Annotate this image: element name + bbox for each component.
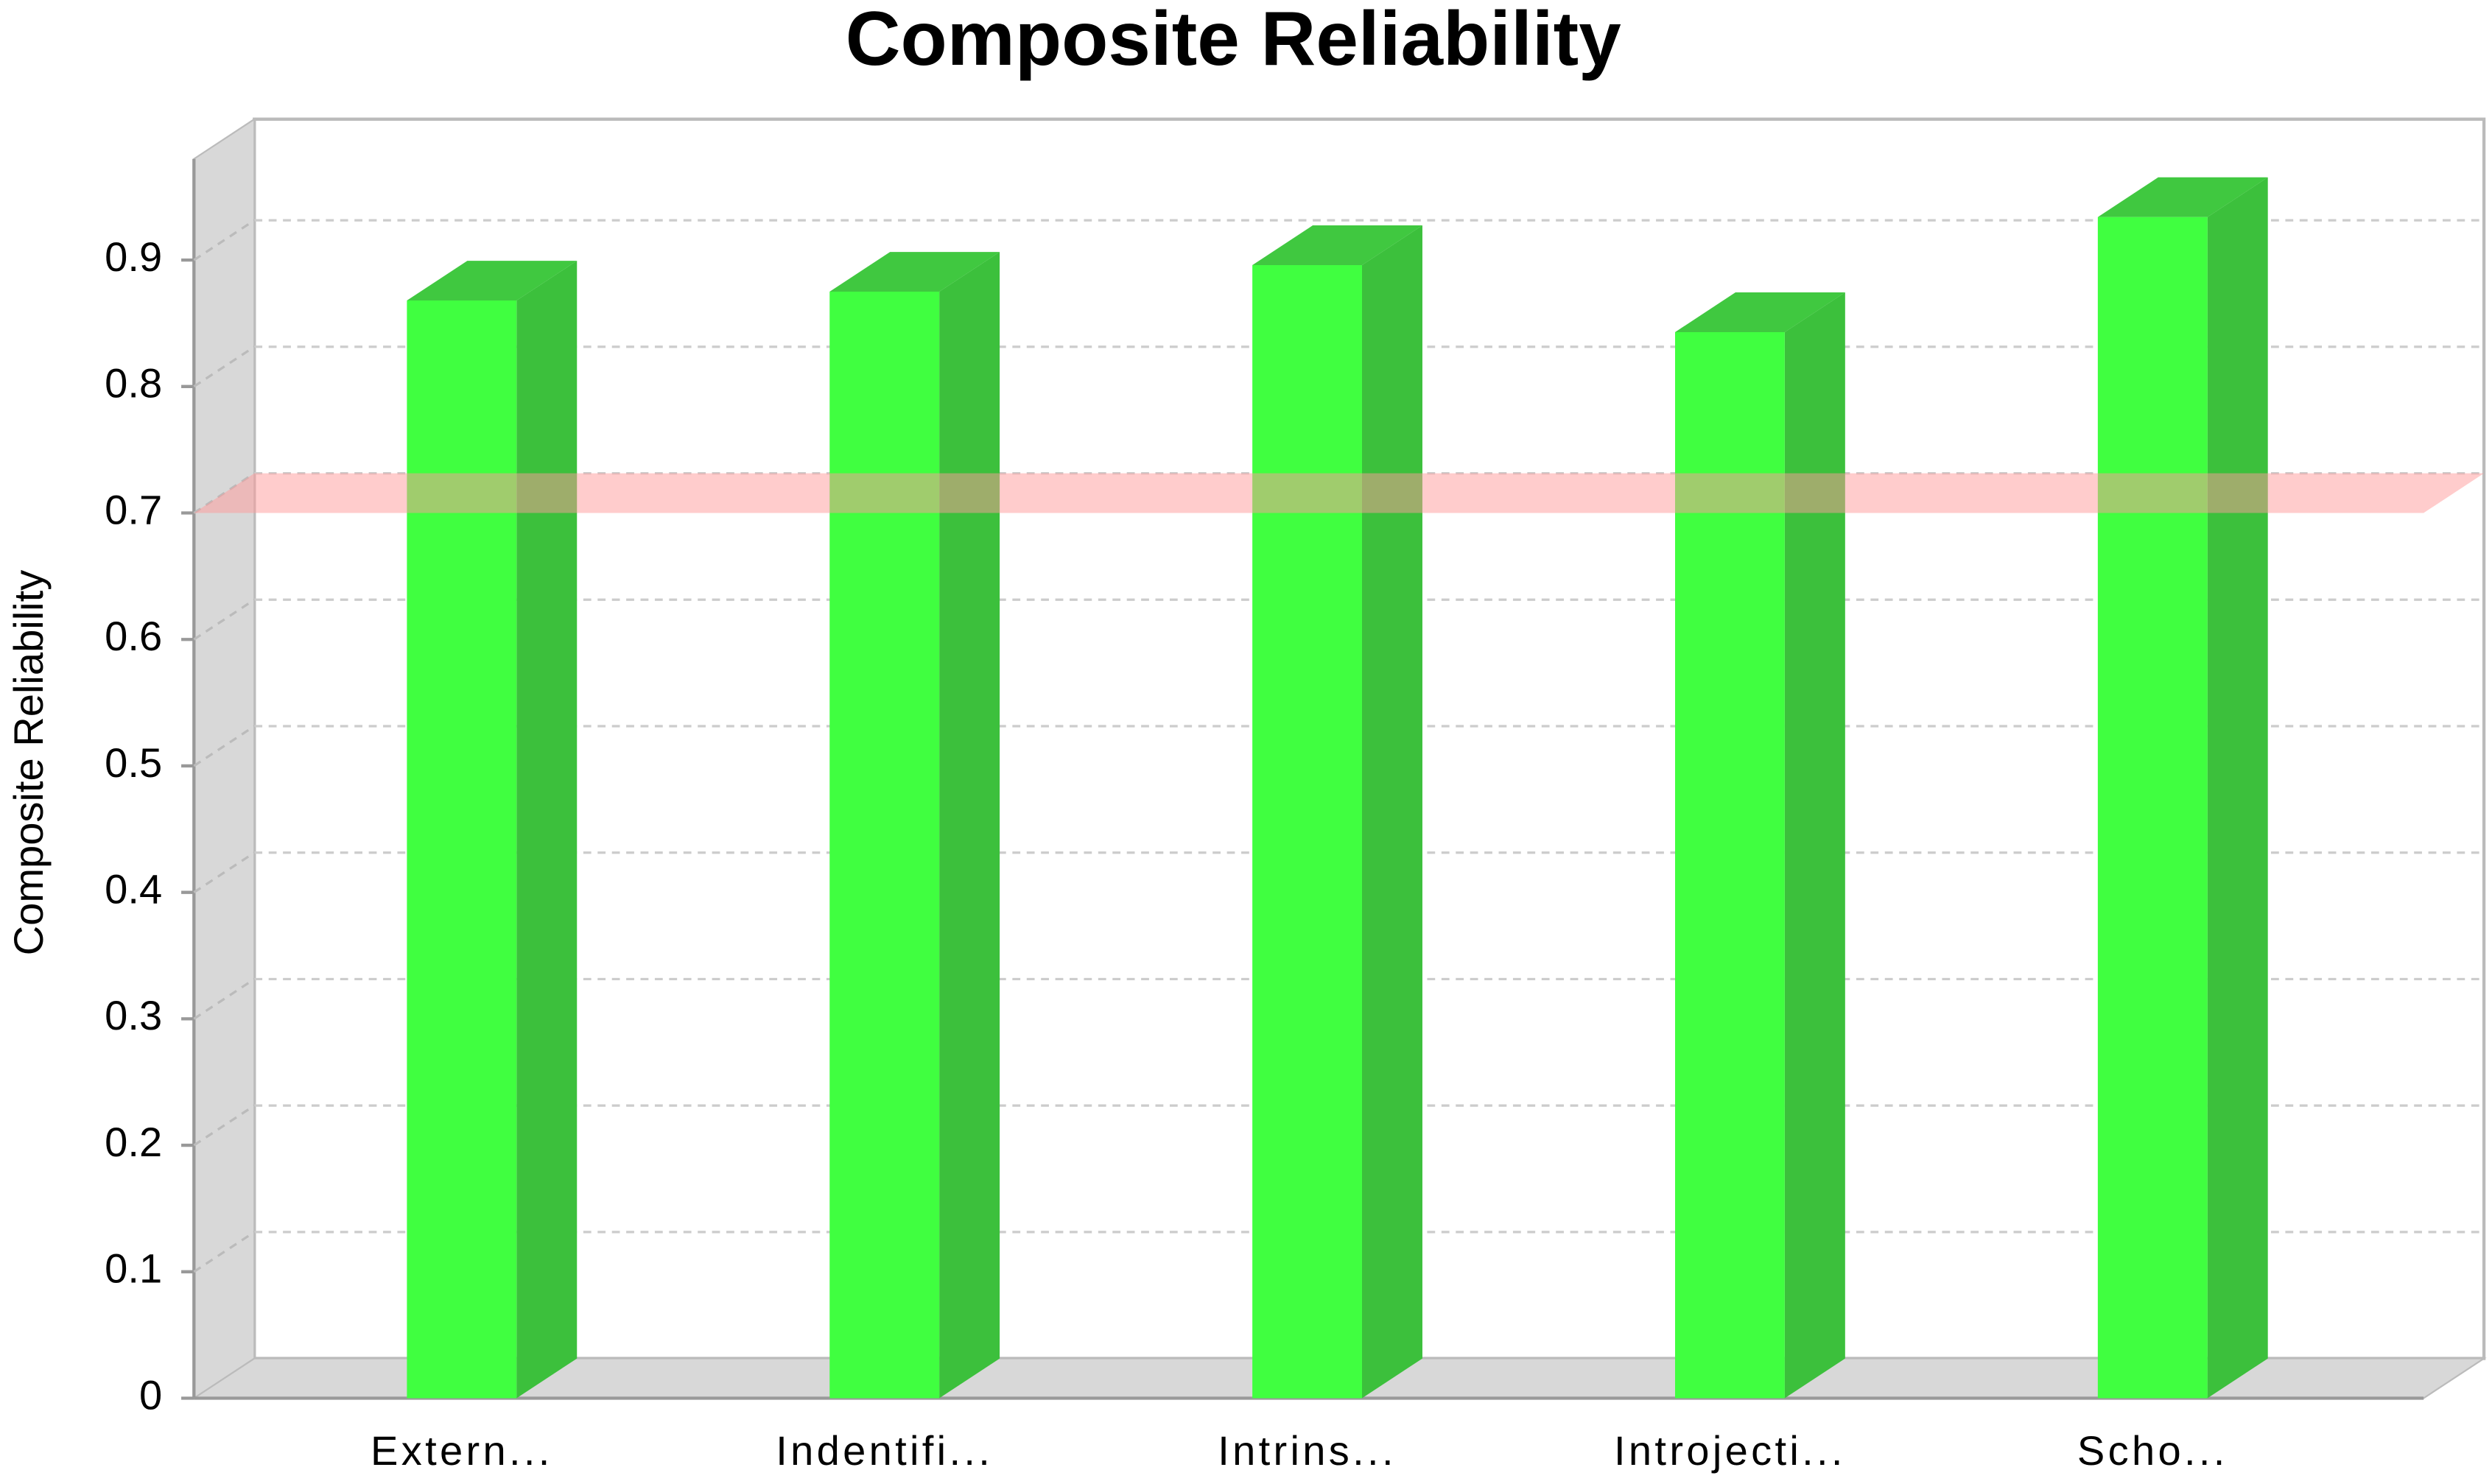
bar-side [1361, 225, 1422, 1399]
grid-line [193, 725, 256, 767]
bar-side [1784, 292, 1845, 1399]
bar [829, 252, 1000, 1399]
bar-top [1674, 292, 1845, 332]
grid-line [193, 219, 256, 261]
bar-side [939, 252, 1000, 1399]
bar [1252, 225, 1422, 1399]
grid-line [193, 851, 256, 894]
plot: 0 0.1 0.2 0.3 0.4 0.5 0.6 0.7 0.8 0.9 Extern... Ind… [105, 177, 2485, 1474]
x-tick-label: Extern... [371, 1427, 553, 1474]
x-tick-label: Indentifi... [776, 1427, 993, 1474]
side-wall [193, 117, 256, 1400]
bar-front [829, 292, 940, 1399]
grid-line [193, 345, 256, 388]
threshold-band [194, 473, 2485, 513]
x-tick-label: Introjecti... [1614, 1427, 1846, 1474]
grid-line [193, 598, 256, 641]
bar-top [1252, 225, 1422, 265]
grid-line [193, 1104, 256, 1147]
y-tick-label: 0.3 [105, 992, 162, 1038]
bar-top [2097, 177, 2268, 217]
bar-side [516, 261, 578, 1399]
bar-front [1252, 264, 1362, 1399]
grid-line [193, 978, 256, 1020]
bar-front [407, 300, 517, 1399]
y-tick-label: 0.7 [105, 486, 162, 532]
bar [1674, 292, 1845, 1399]
y-tick-label: 0.8 [105, 360, 162, 407]
chart-title: Composite Reliability [846, 0, 1621, 81]
y-tick-label: 0.1 [105, 1245, 162, 1292]
bar-front [1674, 331, 1785, 1399]
y-tick-label: 0 [139, 1371, 162, 1418]
y-tick-label: 0.6 [105, 613, 162, 659]
y-tick-label: 0.4 [105, 865, 162, 912]
x-tick-label: Intrins... [1218, 1427, 1397, 1474]
bar-side [2207, 177, 2268, 1399]
y-tick-label: 0.9 [105, 233, 162, 280]
y-axis-label: Composite Reliability [5, 570, 52, 956]
x-tick-label: Scho... [2077, 1427, 2228, 1474]
bar-top [407, 261, 578, 301]
grid-line [193, 1231, 256, 1273]
bar [2097, 177, 2268, 1399]
y-tick-label: 0.2 [105, 1119, 162, 1165]
bar-front [2097, 217, 2208, 1399]
bar-top [829, 252, 1000, 292]
bar [407, 261, 578, 1399]
y-tick-label: 0.5 [105, 739, 162, 786]
